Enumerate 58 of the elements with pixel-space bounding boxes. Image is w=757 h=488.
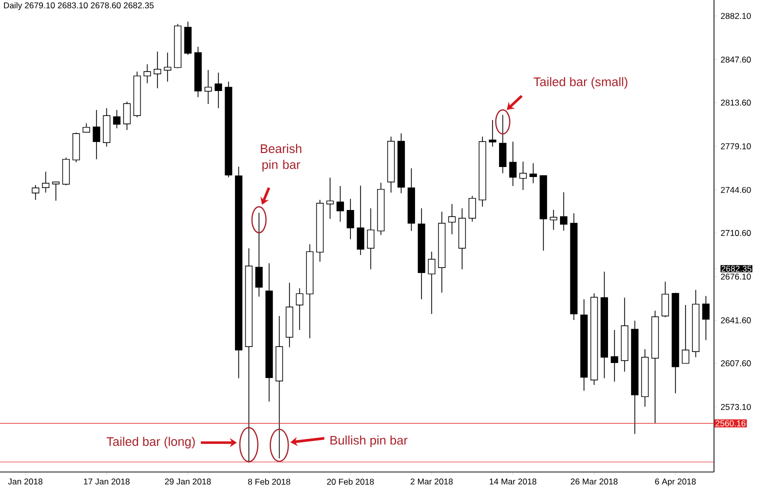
candlestick (509, 141, 517, 186)
candlestick (519, 161, 527, 190)
y-tick-label: 2676.10 (720, 274, 751, 280)
x-tick-label: 20 Feb 2018 (327, 478, 374, 485)
y-tick-label: 2847.60 (720, 56, 751, 63)
candlestick (336, 186, 344, 222)
x-tick-label: 8 Feb 2018 (248, 478, 290, 485)
y-tick-label: 2779.10 (720, 143, 751, 150)
annotation: Tailed bar (long) (106, 436, 195, 448)
ref-line-label: 2560.16 (716, 420, 746, 426)
candlestick (682, 304, 690, 364)
candlestick (296, 288, 304, 330)
annotation: Tailed bar (small) (534, 77, 628, 89)
annotation: Bearish pin bar (260, 144, 302, 172)
candlestick (560, 192, 568, 232)
candlestick (610, 330, 618, 382)
x-tick-label: 2 Mar 2018 (410, 478, 453, 485)
candlestick (42, 171, 50, 193)
candlestick (214, 72, 222, 109)
candlestick (154, 51, 162, 89)
x-tick-label: 17 Jan 2018 (84, 478, 130, 485)
candlestick (92, 110, 100, 160)
candlestick (488, 120, 496, 148)
candlestick (164, 52, 172, 82)
candlestick (144, 64, 151, 84)
candlestick (204, 70, 212, 104)
chart-title: Daily 2679.10 2683.10 2678.60 2682.35 (4, 2, 154, 10)
y-tick-label: 2573.10 (720, 404, 751, 410)
candlestick (346, 198, 354, 240)
candlestick (550, 210, 558, 230)
candlestick (326, 177, 334, 220)
annotation: Bullish pin bar (330, 436, 408, 448)
candlestick (52, 182, 60, 202)
candlestick (32, 184, 40, 200)
candlestick (468, 195, 476, 222)
candlestick (448, 204, 456, 235)
candlestick (255, 212, 263, 298)
y-tick-label: 2882.10 (720, 12, 751, 19)
candlestick (367, 208, 374, 270)
x-tick-label: 26 Mar 2018 (570, 478, 618, 485)
y-tick-label: 2744.60 (720, 186, 751, 193)
y-tick-label: 2641.60 (720, 317, 751, 324)
x-tick-label: 6 Apr 2018 (655, 478, 696, 486)
x-tick-label: 14 Mar 2018 (490, 478, 536, 485)
candlestick (499, 114, 506, 174)
candlestick (356, 185, 364, 256)
candlestick (530, 162, 537, 184)
x-tick-label: 29 Jan 2018 (165, 478, 211, 485)
candlestick (702, 296, 710, 341)
y-tick-label: 2710.60 (720, 230, 751, 236)
candlestick (113, 110, 120, 129)
x-tick-label: Jan 2018 (8, 478, 42, 485)
candlestick (662, 281, 669, 318)
y-tick-label: 2607.60 (720, 360, 751, 366)
candlestick (428, 251, 436, 314)
candlestick (123, 101, 131, 130)
y-tick-label: 2682.35 (722, 266, 752, 272)
y-tick-label: 2813.60 (720, 100, 751, 106)
